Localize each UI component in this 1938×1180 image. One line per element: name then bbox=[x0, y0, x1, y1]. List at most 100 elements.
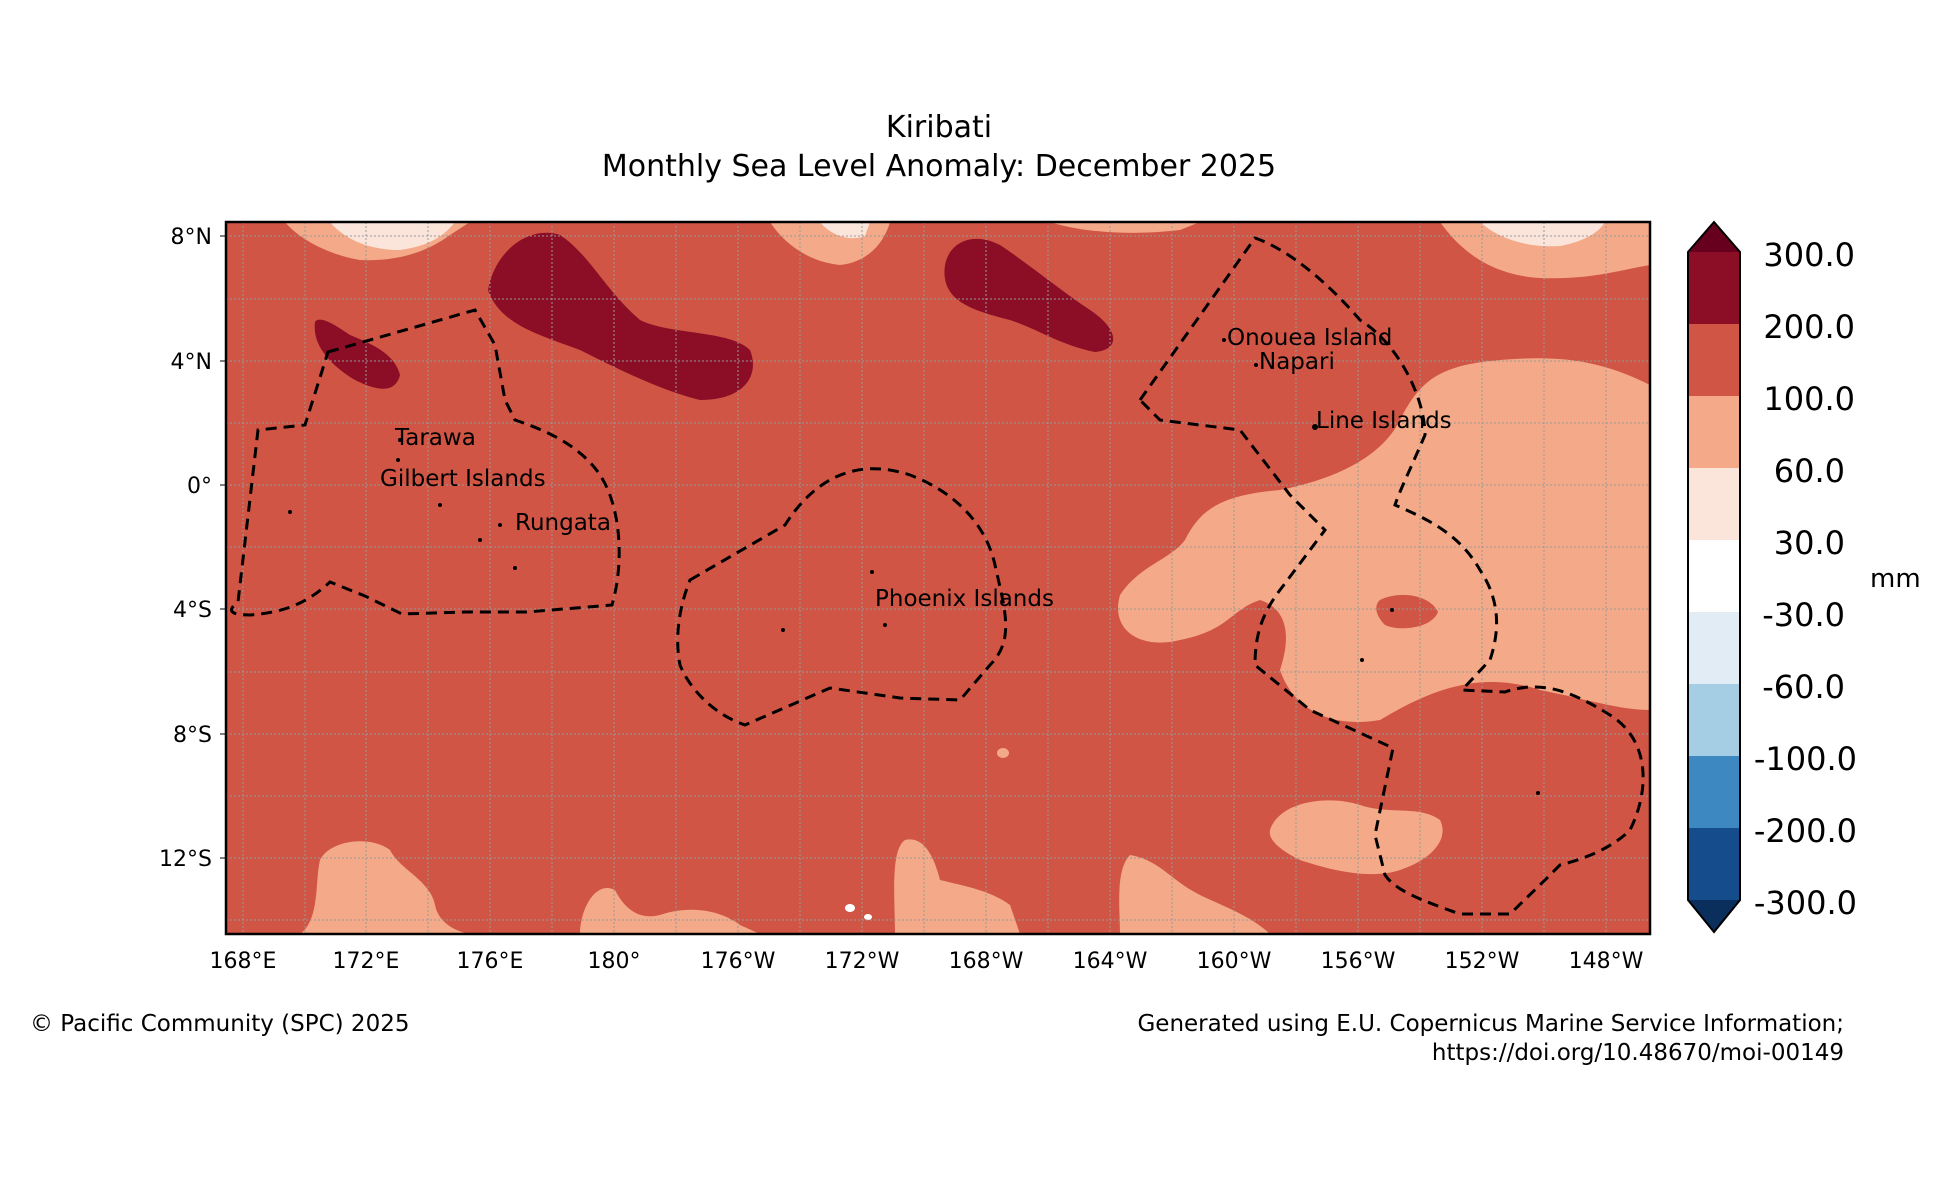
lon-tick-label: 164°W bbox=[1073, 949, 1148, 974]
eez-gilbert-islands bbox=[230, 308, 621, 617]
anomaly-spot bbox=[864, 914, 872, 920]
label-rungata: Rungata bbox=[515, 510, 611, 536]
eez-phoenix-islands bbox=[676, 467, 1008, 727]
island-dot bbox=[883, 623, 887, 627]
label-napari: Napari bbox=[1259, 349, 1335, 375]
colorbar-segment bbox=[1688, 540, 1740, 612]
island-dot bbox=[1390, 608, 1394, 612]
colorbar-segment bbox=[1688, 684, 1740, 756]
anomaly-field bbox=[226, 222, 1650, 934]
lat-tick-label: 8°N bbox=[171, 225, 212, 250]
gridlines bbox=[226, 222, 1650, 934]
colorbar-label: -100.0 bbox=[1754, 740, 1857, 778]
longitude-ticks: 168°E 172°E 176°E 180° 176°W 172°W 168°W… bbox=[210, 949, 1644, 974]
label-phoenix-islands: Phoenix Islands bbox=[875, 586, 1054, 612]
colorbar-segment bbox=[1688, 468, 1740, 540]
colorbar-outline bbox=[1687, 220, 1741, 934]
colorbar-segment bbox=[1688, 756, 1740, 828]
colorbar-segment bbox=[1688, 612, 1740, 684]
island-dot bbox=[438, 503, 442, 507]
anomaly-region-north-pale-1 bbox=[330, 222, 455, 250]
island-dot bbox=[1536, 791, 1540, 795]
attribution-doi: https://doi.org/10.48670/moi-00149 bbox=[1431, 1040, 1844, 1066]
lat-tick-label: 12°S bbox=[159, 847, 212, 872]
anomaly-region-dark-3 bbox=[944, 238, 1114, 352]
anomaly-spot bbox=[997, 748, 1009, 758]
lon-tick-label: 152°W bbox=[1445, 949, 1520, 974]
lon-tick-label: 168°E bbox=[210, 949, 277, 974]
colorbar-segment bbox=[1688, 222, 1740, 252]
colorbar-label: 60.0 bbox=[1774, 452, 1845, 490]
colorbar-label: 100.0 bbox=[1763, 380, 1855, 418]
anomaly-region-east-light bbox=[1118, 358, 1650, 722]
label-line-islands: Line Islands bbox=[1316, 408, 1452, 434]
anomaly-region-southeast-light bbox=[1269, 800, 1443, 875]
anomaly-region-south-light bbox=[580, 888, 760, 934]
colorbar-segment bbox=[1688, 252, 1740, 324]
anomaly-spot bbox=[845, 904, 855, 912]
label-tarawa: Tarawa bbox=[394, 425, 476, 451]
island-dot bbox=[513, 566, 517, 570]
lon-tick-label: 160°W bbox=[1197, 949, 1272, 974]
lat-tick-label: 4°N bbox=[171, 350, 212, 375]
anomaly-region-north-light-3 bbox=[1050, 222, 1200, 233]
lon-tick-label: 156°W bbox=[1321, 949, 1396, 974]
attribution-line-1: Generated using E.U. Copernicus Marine S… bbox=[1137, 1011, 1844, 1037]
lat-tick-label: 0° bbox=[187, 474, 212, 499]
lon-tick-label: 172°W bbox=[825, 949, 900, 974]
colorbar-segment bbox=[1688, 396, 1740, 468]
lon-tick-label: 172°E bbox=[333, 949, 400, 974]
anomaly-region-east-red-patch bbox=[1376, 594, 1438, 629]
anomaly-region-south-light-3 bbox=[1119, 855, 1270, 934]
colorbar bbox=[1687, 220, 1741, 934]
place-labels: Tarawa Gilbert Islands Rungata Phoenix I… bbox=[380, 325, 1452, 612]
copyright-notice: © Pacific Community (SPC) 2025 bbox=[30, 1011, 410, 1037]
map-title: Kiribati bbox=[885, 110, 993, 145]
anomaly-region-south-light-2 bbox=[894, 839, 1020, 934]
map-frame bbox=[224, 220, 1652, 936]
lat-tick-label: 4°S bbox=[173, 598, 212, 623]
colorbar-unit: mm bbox=[1870, 564, 1921, 594]
lon-tick-label: 148°W bbox=[1569, 949, 1644, 974]
island-dot bbox=[478, 538, 482, 542]
label-onouea-island: Onouea Island bbox=[1227, 325, 1392, 351]
lon-tick-label: 176°E bbox=[457, 949, 524, 974]
anomaly-region-dark-2 bbox=[488, 232, 753, 400]
colorbar-label: 200.0 bbox=[1763, 308, 1855, 346]
island-dot bbox=[1360, 658, 1364, 662]
colorbar-segment bbox=[1688, 828, 1740, 900]
colorbar-segment bbox=[1688, 324, 1740, 396]
colorbar-label: -60.0 bbox=[1762, 668, 1845, 706]
island-dot bbox=[398, 438, 402, 442]
eez-boundaries bbox=[230, 236, 1645, 916]
colorbar-labels: 300.0 200.0 100.0 60.0 30.0 -30.0 -60.0 … bbox=[1754, 236, 1857, 922]
eez-line-islands bbox=[1138, 236, 1645, 916]
colorbar-label: -30.0 bbox=[1762, 596, 1845, 634]
anomaly-region-northeast-light bbox=[1440, 222, 1650, 279]
data-attribution: Generated using E.U. Copernicus Marine S… bbox=[1137, 1010, 1844, 1068]
island-dot bbox=[870, 570, 874, 574]
colorbar-label: 30.0 bbox=[1774, 524, 1845, 562]
lon-tick-label: 168°W bbox=[949, 949, 1024, 974]
island-markers bbox=[288, 338, 1540, 795]
island-dot bbox=[781, 628, 785, 632]
lon-tick-label: 176°W bbox=[701, 949, 776, 974]
colorbar-label: 300.0 bbox=[1763, 236, 1855, 274]
lon-tick-label: 180° bbox=[588, 949, 641, 974]
colorbar-label: -300.0 bbox=[1754, 884, 1857, 922]
anomaly-region-north-pale-2 bbox=[820, 222, 870, 239]
colorbar-segment bbox=[1688, 900, 1740, 932]
island-dot bbox=[288, 510, 292, 514]
lat-tick-label: 8°S bbox=[173, 723, 212, 748]
island-dot bbox=[1312, 424, 1318, 430]
label-gilbert-islands: Gilbert Islands bbox=[380, 466, 546, 492]
island-dot bbox=[498, 523, 502, 527]
map-subtitle: Monthly Sea Level Anomaly: December 2025 bbox=[601, 149, 1277, 184]
island-dot bbox=[1222, 338, 1226, 342]
island-dot bbox=[1254, 363, 1258, 367]
latitude-ticks: 8°N 4°N 0° 4°S 8°S 12°S bbox=[159, 225, 226, 872]
anomaly-region-northeast-pale bbox=[1480, 222, 1605, 247]
colorbar-label: -200.0 bbox=[1754, 812, 1857, 850]
island-dot bbox=[396, 458, 400, 462]
